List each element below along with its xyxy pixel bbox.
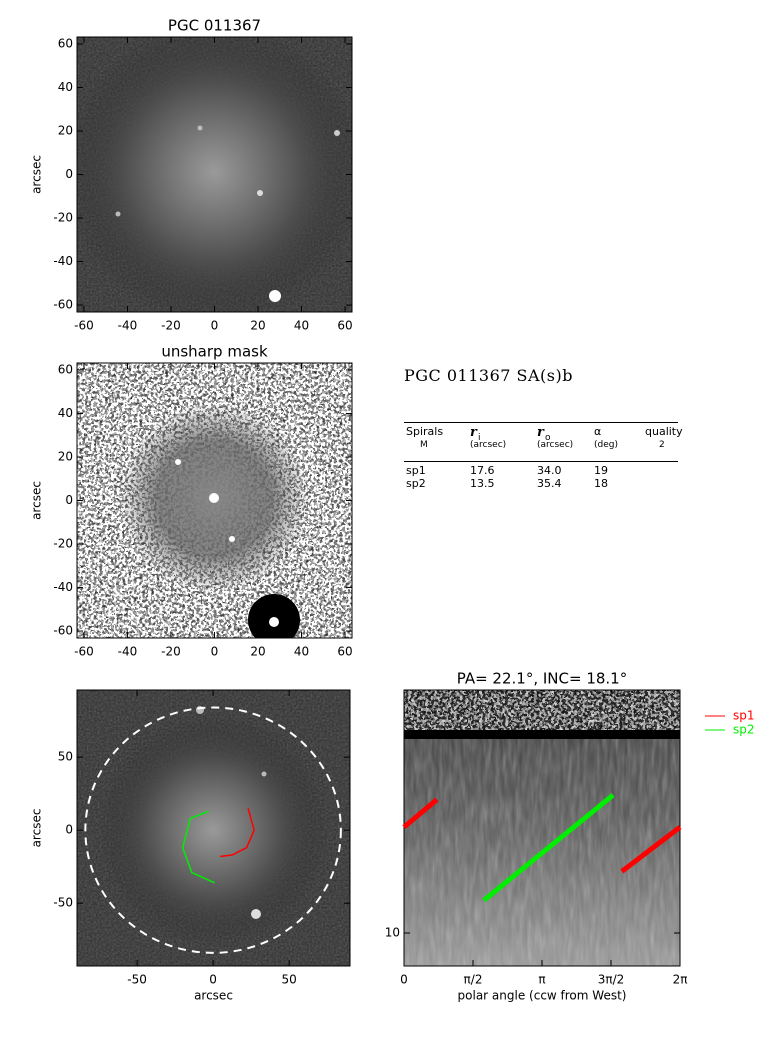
x-tick-label: 0 <box>400 973 408 987</box>
x-tick-label: -20 <box>161 645 181 659</box>
x-tick-label: 60 <box>337 645 352 659</box>
spiral-fit <box>402 797 682 874</box>
header-cell: quality <box>645 425 683 438</box>
x-tick-label: 0 <box>209 973 217 987</box>
header-cell: r <box>537 425 544 440</box>
x-tick-label: 50 <box>282 973 297 987</box>
y-tick-label: 10 <box>385 926 400 940</box>
frame <box>76 689 351 967</box>
table-cell: 13.5 <box>470 477 495 490</box>
y-tick-label: 50 <box>58 750 73 764</box>
x-tick-label: 40 <box>294 319 309 333</box>
x-axis-label: polar angle (ccw from West) <box>458 989 627 1003</box>
panel-title: PA= 22.1°, INC= 18.1° <box>457 670 627 688</box>
spiral-arc <box>220 808 255 858</box>
y-axis-label: arcsec <box>30 155 44 194</box>
y-axis-label: arcsec <box>30 481 44 520</box>
legend-label: sp2 <box>733 723 755 737</box>
header-cell: Spirals <box>406 425 444 438</box>
table-cell: 17.6 <box>470 464 495 477</box>
panel-title: unsharp mask <box>161 343 268 361</box>
spiral-arc <box>181 810 215 884</box>
x-tick-label: 20 <box>250 645 265 659</box>
aperture-circle <box>84 706 342 954</box>
y-tick-label: 60 <box>58 36 73 50</box>
x-tick-label: 60 <box>337 319 352 333</box>
rule <box>404 461 678 462</box>
x-tick-label: 3π/2 <box>598 973 625 987</box>
polar-image <box>404 690 680 966</box>
unsharp-image <box>77 363 352 638</box>
x-tick-label: 20 <box>250 319 265 333</box>
table-cell: sp2 <box>406 477 426 490</box>
panel-title: PGC 011367 <box>168 17 261 35</box>
table-title: PGC 011367 SA(s)b <box>404 366 573 385</box>
legend-label: sp1 <box>733 709 755 723</box>
header-unit: (deg) <box>594 440 618 450</box>
x-tick-label: 40 <box>294 645 309 659</box>
header-unit: 2 <box>659 440 665 450</box>
table-cell: sp1 <box>406 464 426 477</box>
header-subscript: o <box>545 433 551 443</box>
header-cell: r <box>470 425 477 440</box>
y-tick-label: 40 <box>58 80 73 94</box>
y-tick-label: -40 <box>53 580 73 594</box>
header-subscript: i <box>478 433 481 443</box>
table-cell: 19 <box>594 464 608 477</box>
frame <box>76 362 353 639</box>
x-tick-label: 0 <box>211 319 219 333</box>
y-tick-label: -20 <box>53 537 73 551</box>
x-tick-label: -60 <box>74 645 94 659</box>
header-unit: (arcsec) <box>537 440 574 450</box>
x-tick-label: -60 <box>74 319 94 333</box>
x-tick-label: 0 <box>211 645 219 659</box>
deprojected-image <box>77 690 350 966</box>
y-tick-label: -60 <box>53 298 73 312</box>
y-tick-label: 20 <box>58 123 73 137</box>
y-tick-label: 0 <box>65 493 73 507</box>
galaxy-image <box>77 37 352 312</box>
frame <box>76 36 353 313</box>
x-tick-label: -20 <box>161 319 181 333</box>
y-tick-label: 0 <box>65 167 73 181</box>
x-tick-label: π <box>538 973 545 987</box>
y-tick-label: -60 <box>53 624 73 638</box>
y-tick-label: -40 <box>53 254 73 268</box>
spiral-fit <box>482 793 615 903</box>
x-tick-label: -40 <box>118 645 138 659</box>
y-tick-label: 0 <box>65 823 73 837</box>
x-tick-label: -50 <box>127 973 147 987</box>
table-cell: 18 <box>594 477 608 490</box>
x-tick-label: -40 <box>118 319 138 333</box>
header-unit: M <box>420 440 428 450</box>
table-cell: 35.4 <box>537 477 562 490</box>
y-tick-label: 40 <box>58 406 73 420</box>
y-tick-label: 20 <box>58 449 73 463</box>
x-tick-label: π/2 <box>464 973 483 987</box>
x-axis-label: arcsec <box>194 989 233 1003</box>
y-axis-label: arcsec <box>30 809 44 848</box>
header-unit: (arcsec) <box>470 440 507 450</box>
y-tick-label: 60 <box>58 362 73 376</box>
header-cell: α <box>594 425 602 438</box>
table-cell: 34.0 <box>537 464 562 477</box>
y-tick-label: -50 <box>53 896 73 910</box>
rule <box>404 422 678 423</box>
x-tick-label: 2π <box>673 973 688 987</box>
y-tick-label: -20 <box>53 211 73 225</box>
